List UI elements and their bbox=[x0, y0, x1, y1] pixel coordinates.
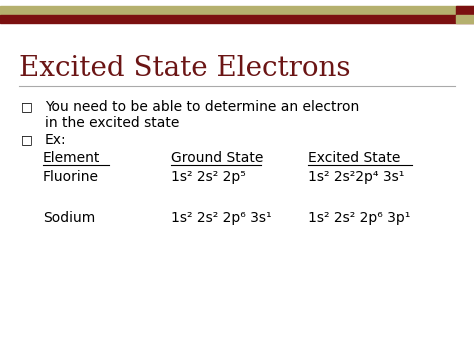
Text: Sodium: Sodium bbox=[43, 211, 95, 225]
Bar bbox=[0, 15, 474, 23]
Text: 1s² 2s² 2p⁵: 1s² 2s² 2p⁵ bbox=[171, 170, 246, 184]
Text: 1s² 2s²2p⁴ 3s¹: 1s² 2s²2p⁴ 3s¹ bbox=[308, 170, 404, 184]
Bar bbox=[0, 6, 474, 15]
Text: in the excited state: in the excited state bbox=[45, 116, 179, 130]
Bar bbox=[456, 6, 474, 15]
Text: Excited State Electrons: Excited State Electrons bbox=[19, 55, 350, 82]
Text: □: □ bbox=[21, 100, 33, 113]
Text: Ground State: Ground State bbox=[171, 151, 263, 165]
Text: You need to be able to determine an electron: You need to be able to determine an elec… bbox=[45, 100, 359, 114]
Text: Ex:: Ex: bbox=[45, 133, 67, 147]
Bar bbox=[456, 15, 474, 23]
Text: Element: Element bbox=[43, 151, 100, 165]
Text: 1s² 2s² 2p⁶ 3p¹: 1s² 2s² 2p⁶ 3p¹ bbox=[308, 211, 410, 225]
Text: 1s² 2s² 2p⁶ 3s¹: 1s² 2s² 2p⁶ 3s¹ bbox=[171, 211, 271, 225]
Text: □: □ bbox=[21, 133, 33, 146]
Text: Fluorine: Fluorine bbox=[43, 170, 99, 184]
Text: Excited State: Excited State bbox=[308, 151, 401, 165]
